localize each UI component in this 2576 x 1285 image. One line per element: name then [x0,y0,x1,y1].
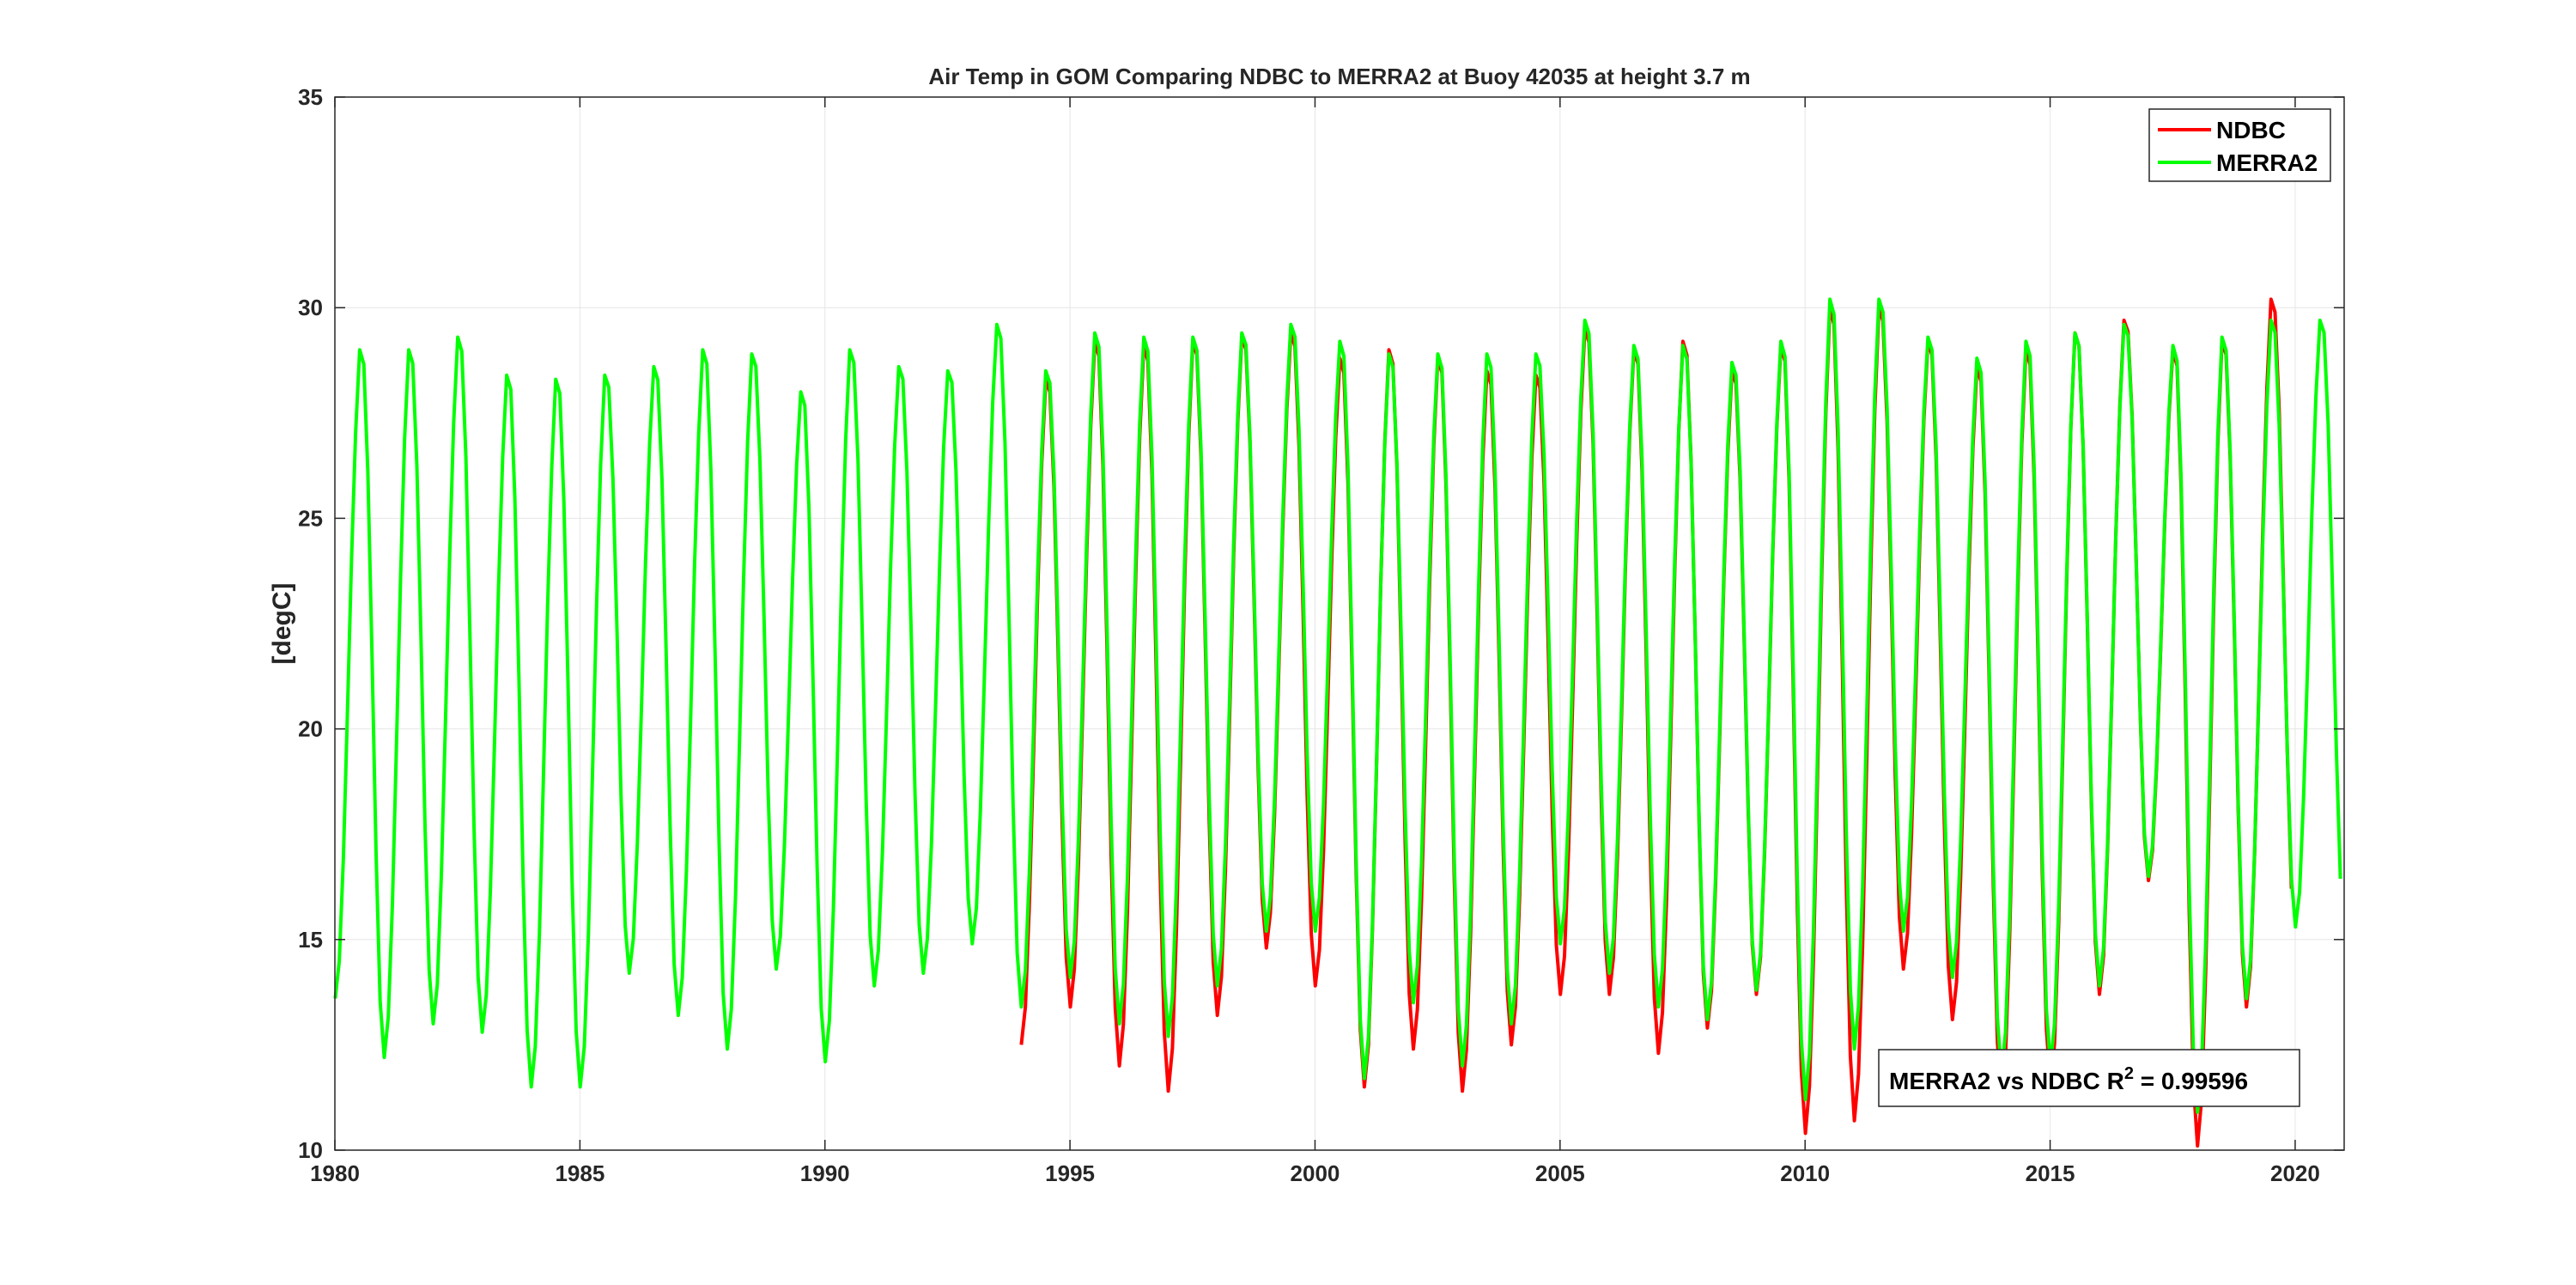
legend-label-ndbc: NDBC [2216,117,2286,143]
annotation-box [1878,1049,2300,1107]
y-tick-label: 20 [298,716,323,742]
x-tick-label: 2020 [2270,1160,2320,1186]
legend-label-merra2: MERRA2 [2216,149,2318,176]
annotation-main: MERRA2 vs NDBC R [1889,1068,2124,1094]
y-tick-label: 15 [298,927,323,953]
y-tick-label: 25 [298,505,323,531]
y-axis-label: [degC] [268,583,296,665]
annotation-value: = 0.99596 [2134,1068,2248,1094]
x-tick-label: 1995 [1045,1160,1095,1186]
plot-area [335,97,2344,1150]
x-tick-label: 2000 [1291,1160,1340,1186]
x-tick-label: 2010 [1780,1160,1830,1186]
plot-frame [334,96,2345,1151]
r2-annotation: MERRA2 vs NDBC R2 = 0.99596 [1878,1049,2300,1107]
series-line-merra2 [333,297,2342,1114]
x-tick-label: 1990 [800,1160,850,1186]
series-layer [333,297,2342,1148]
legend-box [2148,108,2331,182]
x-tick-label: 2005 [1535,1160,1585,1186]
y-tick-label: 35 [298,84,323,110]
y-tick-label: 30 [298,295,323,320]
x-tick-label: 1980 [310,1160,360,1186]
annotation-text: MERRA2 vs NDBC R2 = 0.99596 [1889,1064,2248,1094]
ticks: 1980 1985 1990 1995 2000 2005 2010 2015 2020 10 15… [298,84,2344,1186]
annotation-superscript: 2 [2124,1064,2134,1083]
legend: NDBC MERRA2 [2148,108,2331,182]
chart-title: Air Temp in GOM Comparing NDBC to MERRA2… [928,64,1750,89]
y-tick-label: 10 [298,1137,323,1163]
x-tick-label: 1985 [555,1160,605,1186]
x-tick-label: 2015 [2026,1160,2075,1186]
